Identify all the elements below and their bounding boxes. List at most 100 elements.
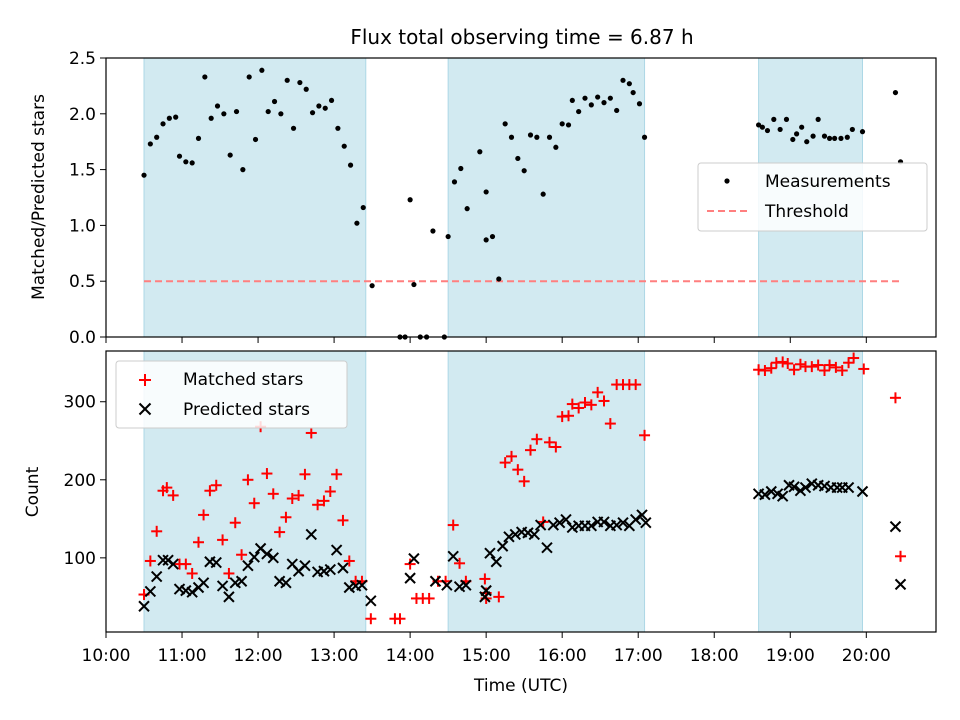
observing-window-band (447, 350, 646, 633)
measurement-point (360, 204, 366, 211)
measurement-point (195, 135, 202, 141)
matched-stars-point (630, 379, 642, 391)
legend-measurements-label: Measurements (765, 172, 891, 192)
ratio-panel-frame (105, 57, 937, 338)
predicted-stars-point (776, 490, 789, 502)
predicted-stars-point (144, 585, 157, 598)
matched-stars-point (765, 362, 777, 374)
predicted-stars-point (856, 485, 869, 498)
legend-plus-glyph (139, 374, 151, 386)
matched-stars-point (499, 457, 511, 469)
predicted-stars-point (197, 577, 210, 589)
predicted-stars-point (765, 485, 777, 498)
predicted-stars-point (610, 519, 623, 531)
predicted-stars-point (560, 513, 572, 526)
matched-stars-point (604, 418, 616, 430)
measurement-point (316, 103, 322, 109)
measurement-point (534, 134, 540, 140)
measurement-point (341, 143, 347, 149)
ratio-y-axis-label: Matched/Predicted stars (29, 94, 49, 300)
matched-stars-point (274, 526, 286, 538)
measurement-point (794, 131, 800, 137)
observing-window-band (447, 57, 646, 338)
matched-stars-point (394, 613, 406, 625)
predicted-stars-point (356, 579, 368, 591)
measurement-point (838, 135, 844, 141)
measurement-point (527, 132, 534, 138)
measurement-point (614, 107, 620, 114)
measurement-point (844, 134, 850, 140)
x-tick-label: 20:00 (842, 646, 891, 666)
x-tick-label: 11:00 (158, 646, 207, 666)
measurement-point (521, 168, 527, 174)
matched-stars-point (592, 386, 604, 398)
matched-stars-point (531, 433, 543, 445)
measurement-point (227, 152, 233, 158)
matched-stars-point (824, 359, 836, 371)
x-tick-label: 17:00 (614, 646, 663, 666)
measurement-point (278, 111, 284, 117)
measurement-point (804, 139, 810, 145)
predicted-stars-point (889, 520, 902, 533)
predicted-stars-point (365, 595, 377, 607)
measurement-point (496, 276, 502, 282)
count-y-axis-label: Count (23, 466, 43, 517)
matched-stars-point (198, 509, 210, 521)
x-tick-label: 14:00 (386, 646, 435, 666)
predicted-stars-point (280, 577, 292, 589)
predicted-stars-point (484, 547, 496, 559)
matched-stars-point (843, 357, 855, 369)
predicted-stars-point (299, 559, 311, 572)
measurement-point (322, 105, 328, 111)
matched-stars-point (193, 536, 205, 548)
measurement-point (569, 97, 575, 104)
predicted-stars-point (441, 579, 453, 591)
x-axis-label: Time (UTC) (473, 676, 568, 696)
matched-stars-point (217, 534, 229, 546)
ratio-y-tick-label: 2.0 (69, 105, 96, 125)
predicted-stars-point (629, 513, 642, 526)
matched-stars-point (848, 352, 860, 364)
measurement-point (290, 125, 297, 131)
legend-matched-label: Matched stars (183, 370, 303, 390)
predicted-stars-point (842, 481, 855, 494)
legend-threshold-label: Threshold (764, 202, 849, 222)
measurement-point (202, 74, 208, 80)
predicted-stars-point (541, 541, 553, 554)
x-tick-label: 15:00 (462, 646, 511, 666)
predicted-stars-point (216, 580, 229, 592)
measurement-point (176, 153, 183, 159)
measurement-point (147, 141, 153, 147)
predicted-stars-point (305, 528, 317, 541)
matched-stars-point (293, 489, 305, 501)
x-tick-label: 10:00 (82, 646, 131, 666)
predicted-stars-point (267, 552, 279, 564)
measurement-point (303, 86, 309, 92)
matched-stars-point (639, 429, 651, 441)
matched-stars-point (229, 517, 241, 529)
matched-stars-point (812, 359, 824, 371)
matched-stars-point (585, 399, 597, 411)
predicted-stars-point (261, 548, 273, 560)
measurement-point (411, 281, 417, 288)
measurement-point (755, 122, 762, 128)
predicted-stars-point (337, 562, 349, 574)
measurement-point (297, 79, 303, 86)
measurement-point (265, 108, 271, 115)
measurement-point (160, 121, 166, 127)
predicted-stars-point (330, 544, 343, 556)
measurement-point (430, 228, 436, 234)
predicted-stars-point (636, 509, 648, 521)
matched-stars-point (794, 358, 806, 370)
measurement-point (771, 116, 777, 122)
measurement-point (183, 159, 189, 165)
count-legend: Matched stars Predicted stars (115, 360, 348, 429)
measurement-point (354, 220, 360, 226)
measurement-point (630, 89, 636, 96)
matched-stars-point (248, 497, 260, 509)
matched-stars-point (331, 468, 343, 480)
legend-measurements-marker (724, 178, 730, 184)
measurement-point (214, 103, 221, 109)
legend-predicted-label: Predicted stars (183, 400, 310, 420)
count-panel: 100 200 300 10:00 11:00 12:00 13:00 14:00 15:00 1… (23, 350, 937, 696)
